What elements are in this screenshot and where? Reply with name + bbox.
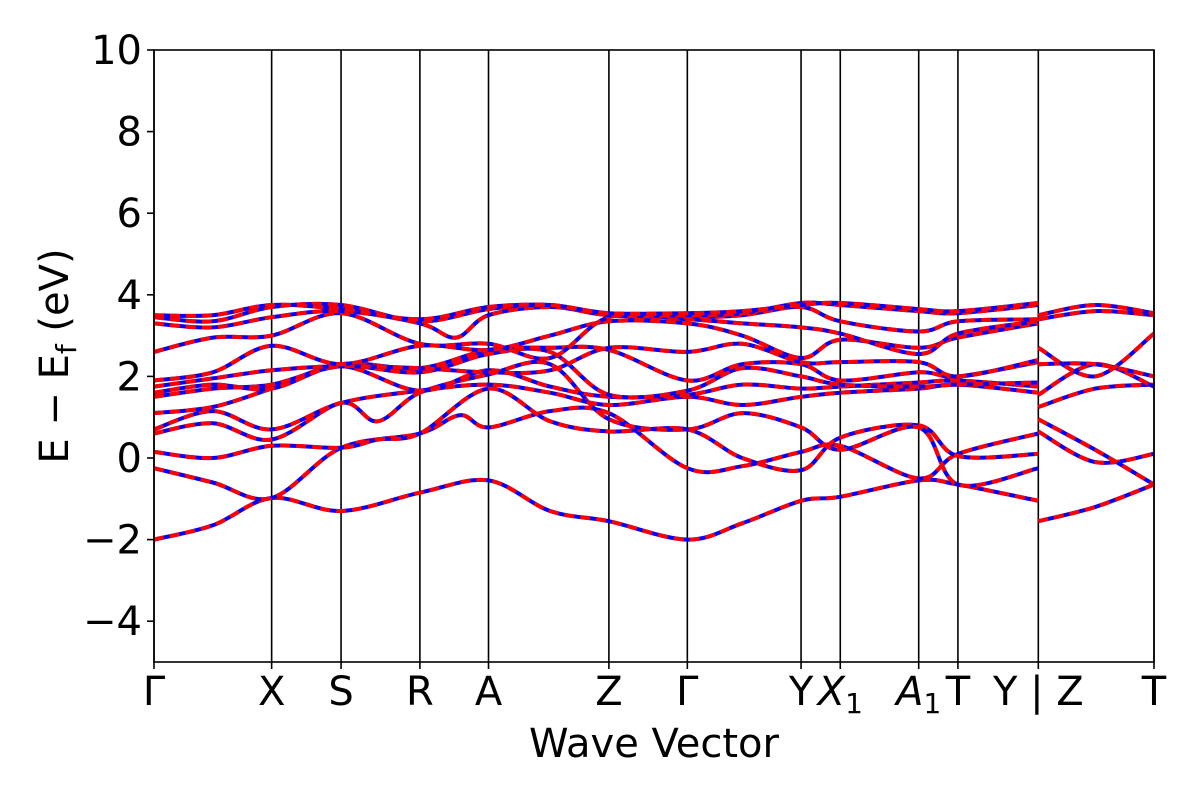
y-axis-label: E − Ef (eV)	[32, 248, 83, 463]
band-line-dashed-15	[1037, 482, 1155, 524]
band-line-dashed-8	[153, 344, 1039, 395]
x-axis-label: Wave Vector	[529, 721, 780, 767]
band-line-dashed-23	[1037, 302, 1155, 318]
x-tick-label: R	[406, 669, 434, 715]
x-tick-label: Γ	[676, 669, 699, 715]
x-tick-label: Y | Z	[992, 669, 1084, 715]
band-line-dashed-3	[153, 386, 1039, 473]
x-tick-label: T	[945, 669, 971, 715]
band-line-14	[153, 300, 1039, 322]
band-line-dashed-5	[153, 382, 1039, 432]
x-tick-label: A1	[893, 669, 941, 720]
band-line-dashed-17	[1037, 417, 1156, 487]
y-tick-label: 8	[117, 110, 142, 156]
x-tick-label: A	[475, 669, 503, 715]
band-line-16	[1037, 429, 1155, 465]
band-line-dashed-20	[1038, 361, 1155, 379]
band-line-dashed-7	[153, 346, 1039, 400]
y-tick-label: 6	[117, 191, 142, 237]
x-tick-label: S	[328, 669, 353, 715]
band-line-18	[1037, 382, 1155, 409]
y-axis-ticks: −4 −2 0 2 4 6 8 10	[83, 28, 154, 645]
y-tick-label: 10	[91, 28, 142, 74]
y-tick-label: 0	[117, 436, 142, 482]
y-tick-label: 2	[117, 354, 142, 400]
band-line-dashed-9	[153, 341, 1039, 389]
band-line-dashed-10	[153, 318, 1039, 383]
x-tick-label: Γ	[143, 669, 166, 715]
x-tick-label: Z	[595, 669, 622, 715]
band-line-21	[1037, 331, 1156, 379]
band-line-15	[1037, 482, 1155, 524]
y-tick-label: 4	[117, 273, 142, 319]
y-tick-label: −2	[83, 518, 142, 564]
band-line-dashed-11	[153, 311, 1039, 361]
bands	[153, 300, 1156, 542]
band-line-dashed-18	[1037, 382, 1155, 409]
band-line-dashed-2	[153, 405, 1039, 502]
y-tick-label: −4	[83, 599, 142, 645]
x-tick-label: X	[258, 669, 285, 715]
band-line-dashed-4	[153, 359, 1039, 488]
band-line-dashed-21	[1037, 331, 1156, 379]
x-tick-label: X1	[816, 669, 863, 720]
plot-frame	[153, 49, 1155, 663]
band-line-dashed-1	[153, 477, 1039, 542]
band-line-dashed-16	[1037, 429, 1155, 465]
x-tick-label: T	[1141, 669, 1167, 715]
band-line-2	[153, 405, 1039, 502]
x-tick-label: Y	[788, 669, 814, 715]
band-line-dashed-22	[1038, 309, 1155, 322]
